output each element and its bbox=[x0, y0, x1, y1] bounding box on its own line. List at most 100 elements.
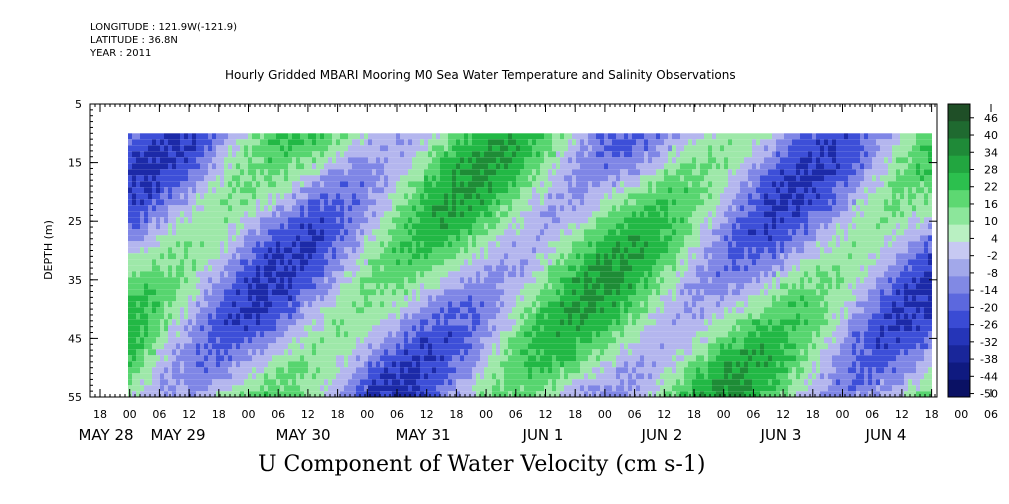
heat-cell bbox=[536, 295, 540, 302]
heat-cell bbox=[472, 193, 476, 200]
heat-cell bbox=[324, 379, 328, 386]
heat-cell bbox=[152, 265, 156, 272]
heat-cell bbox=[440, 277, 444, 284]
heat-cell bbox=[444, 181, 448, 188]
heat-cell bbox=[184, 283, 188, 290]
heat-cell bbox=[216, 343, 220, 350]
heat-cell bbox=[196, 223, 200, 230]
heat-cell bbox=[560, 241, 564, 248]
heat-cell bbox=[300, 139, 304, 146]
heat-cell bbox=[296, 373, 300, 380]
heat-cell bbox=[288, 367, 292, 374]
heat-cell bbox=[388, 337, 392, 344]
heat-cell bbox=[288, 301, 292, 308]
heat-cell bbox=[360, 175, 364, 182]
heat-cell bbox=[532, 379, 536, 386]
heat-cell bbox=[244, 247, 248, 254]
heat-cell bbox=[536, 145, 540, 152]
heat-cell bbox=[260, 361, 264, 368]
heat-cell bbox=[312, 187, 316, 194]
heat-cell bbox=[176, 151, 180, 158]
heat-cell bbox=[352, 187, 356, 194]
heat-cell bbox=[404, 157, 408, 164]
heat-cell bbox=[304, 289, 308, 296]
heat-cell bbox=[492, 385, 496, 392]
heat-cell bbox=[256, 229, 260, 236]
heat-cell bbox=[568, 373, 572, 380]
heat-cell bbox=[408, 217, 412, 224]
heat-cell bbox=[440, 373, 444, 380]
heat-cell bbox=[432, 289, 436, 296]
heat-cell bbox=[564, 319, 568, 326]
heat-cell bbox=[528, 151, 532, 158]
heat-cell bbox=[176, 163, 180, 170]
heat-cell bbox=[528, 223, 532, 230]
heat-cell bbox=[320, 295, 324, 302]
heat-cell bbox=[512, 187, 516, 194]
heat-cell bbox=[344, 391, 348, 398]
heat-cell bbox=[332, 391, 336, 398]
heat-cell bbox=[424, 133, 428, 140]
heat-cell bbox=[468, 265, 472, 272]
heat-cell bbox=[168, 205, 172, 212]
heat-cell bbox=[264, 193, 268, 200]
heat-cell bbox=[416, 373, 420, 380]
heat-cell bbox=[368, 385, 372, 392]
heat-cell bbox=[412, 223, 416, 230]
heat-cell bbox=[432, 247, 436, 254]
heat-cell bbox=[564, 241, 568, 248]
heat-cell bbox=[424, 361, 428, 368]
heat-cell bbox=[164, 253, 168, 260]
heat-cell bbox=[144, 373, 148, 380]
heat-cell bbox=[152, 361, 156, 368]
heat-cell bbox=[404, 277, 408, 284]
heat-cell bbox=[272, 199, 276, 206]
heat-cell bbox=[128, 157, 132, 164]
heat-cell bbox=[544, 241, 548, 248]
heat-cell bbox=[156, 229, 160, 236]
heat-cell bbox=[240, 157, 244, 164]
heat-cell bbox=[568, 133, 572, 140]
heat-cell bbox=[476, 277, 480, 284]
heat-cell bbox=[504, 355, 508, 362]
heat-cell bbox=[452, 337, 456, 344]
heat-cell bbox=[440, 139, 444, 146]
heat-cell bbox=[496, 157, 500, 164]
heat-cell bbox=[316, 295, 320, 302]
heat-cell bbox=[576, 361, 580, 368]
heat-cell bbox=[292, 235, 296, 242]
heat-cell bbox=[200, 187, 204, 194]
heat-cell bbox=[260, 199, 264, 206]
heat-cell bbox=[204, 205, 208, 212]
heat-cell bbox=[356, 229, 360, 236]
heat-cell bbox=[252, 247, 256, 254]
heat-cell bbox=[528, 157, 532, 164]
heat-cell bbox=[304, 247, 308, 254]
heat-cell bbox=[184, 367, 188, 374]
heat-cell bbox=[232, 229, 236, 236]
heat-cell bbox=[376, 199, 380, 206]
heat-cell bbox=[504, 343, 508, 350]
heat-cell bbox=[428, 187, 432, 194]
heat-cell bbox=[152, 295, 156, 302]
heat-cell bbox=[332, 271, 336, 278]
heat-cell bbox=[436, 253, 440, 260]
heat-cell bbox=[352, 199, 356, 206]
heat-cell bbox=[196, 379, 200, 386]
heat-cell bbox=[364, 373, 368, 380]
heat-cell bbox=[328, 283, 332, 290]
heat-cell bbox=[408, 325, 412, 332]
heat-cell bbox=[200, 367, 204, 374]
heat-cell bbox=[424, 145, 428, 152]
heat-cell bbox=[376, 241, 380, 248]
heat-cell bbox=[432, 253, 436, 260]
heat-cell bbox=[132, 133, 136, 140]
heat-cell bbox=[252, 199, 256, 206]
heat-cell bbox=[316, 133, 320, 140]
heat-cell bbox=[504, 307, 508, 314]
heat-cell bbox=[532, 325, 536, 332]
heat-cell bbox=[388, 283, 392, 290]
heat-cell bbox=[212, 241, 216, 248]
heat-cell bbox=[540, 157, 544, 164]
heat-cell bbox=[488, 175, 492, 182]
